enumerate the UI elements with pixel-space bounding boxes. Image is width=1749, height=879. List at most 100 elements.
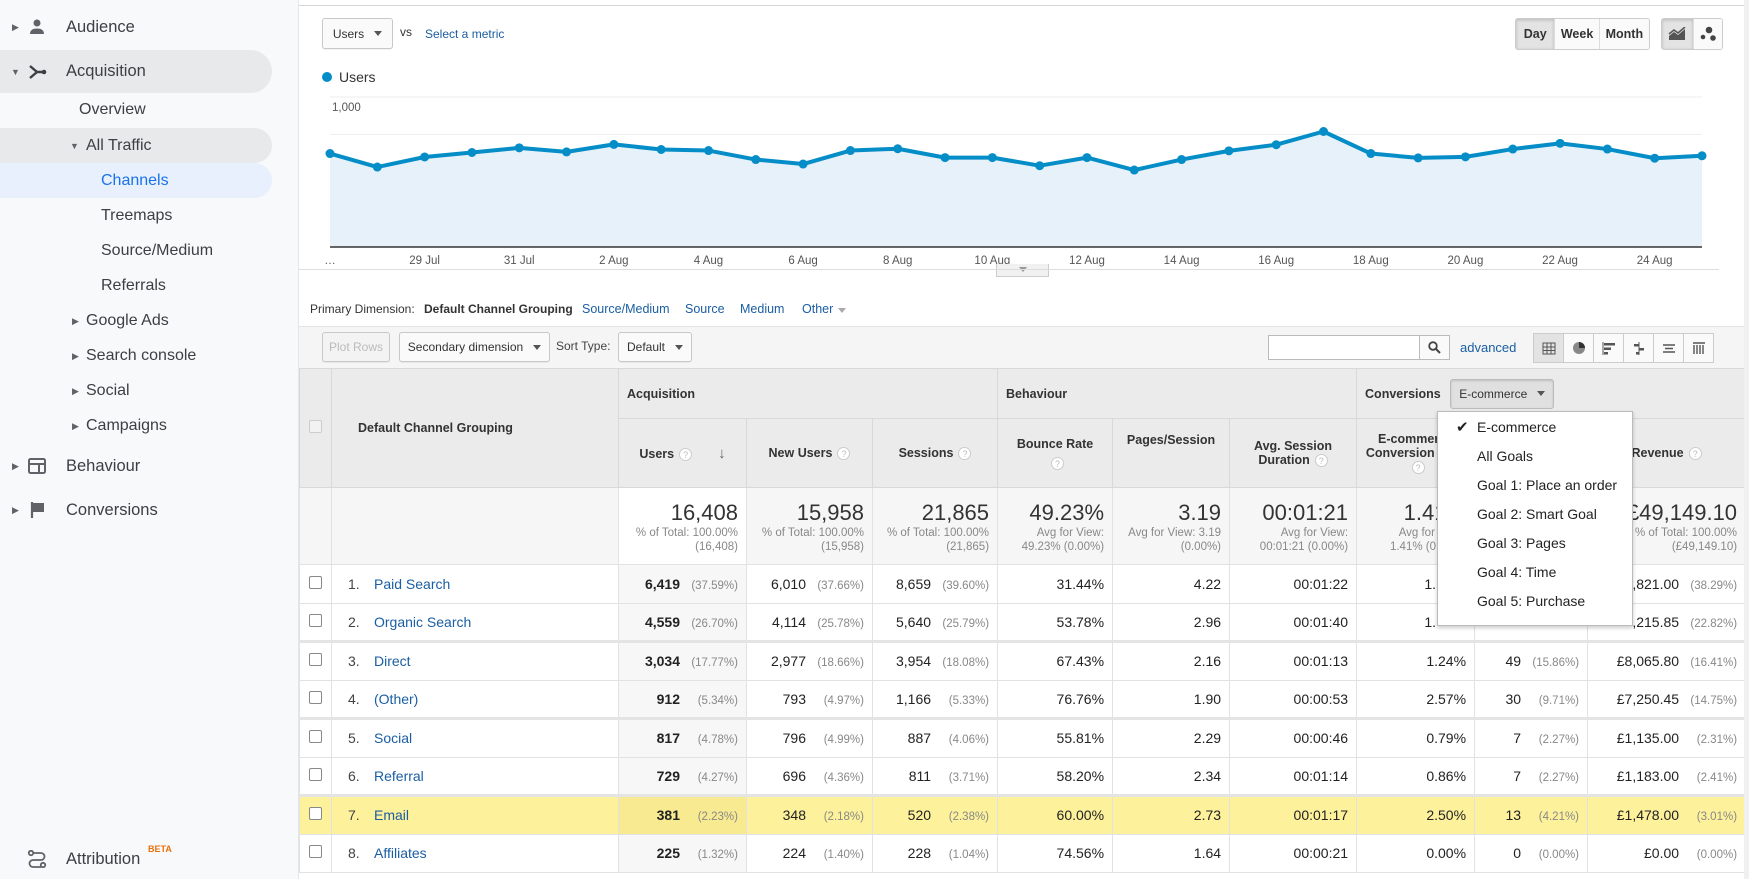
nav-acquisition[interactable]: ▼ Acquisition [0,50,272,93]
row-checkbox[interactable] [309,807,322,821]
motion-chart-button[interactable] [1692,19,1722,49]
nav-social[interactable]: ▶ Social [0,372,272,410]
expand-arrow-icon: ▶ [72,385,79,396]
row-checkbox[interactable] [309,575,322,589]
behaviour-group-header: Behaviour [997,368,1358,419]
data-point [893,144,903,154]
new-percent: (18.66%) [817,657,864,670]
nav-source-medium[interactable]: Source/Medium [101,242,214,259]
nav-behaviour[interactable]: ▶ Behaviour [0,447,272,485]
nav-channels[interactable]: Channels [0,163,272,198]
nav-all-traffic[interactable]: ▼ All Traffic [0,128,272,163]
pivot-view-button[interactable] [1683,334,1713,362]
select-all-checkbox[interactable] [309,420,322,433]
channel-link[interactable]: Affiliates [374,845,427,862]
dimension-header[interactable]: Default Channel Grouping [331,368,619,488]
channel-link[interactable]: Email [374,807,410,824]
nav-attribution[interactable]: Attribution BETA [0,840,272,878]
pages-session-header[interactable]: Pages/Session [1112,418,1231,488]
channel-cell: 8. Affiliates [331,833,619,873]
rev-percent: (22.82%) [1690,617,1738,630]
menu-item[interactable]: Goal 1: Place an order [1438,470,1632,499]
channel-link[interactable]: Referral [374,767,424,784]
rev-cell: £1,183.00 (2.41%) [1587,756,1747,797]
avg-duration-header[interactable]: Avg. Session Duration [1229,418,1358,488]
channel-link[interactable]: Paid Search [374,575,451,592]
help-icon[interactable] [1411,461,1425,475]
acquisition-icon [29,64,47,79]
line-chart-button[interactable] [1662,19,1693,49]
row-checkbox[interactable] [309,767,322,781]
nav-conversions[interactable]: ▶ Conversions [0,491,272,529]
week-button[interactable]: Week [1554,19,1599,49]
row-checkbox[interactable] [309,730,322,744]
users-header[interactable]: Users ↓ [618,418,747,488]
nav-audience[interactable]: ▶ Audience [0,8,272,46]
rev-percent: (16.41%) [1690,657,1738,670]
menu-item[interactable]: Goal 4: Time [1438,557,1632,586]
row-checkbox[interactable] [309,613,322,627]
sessions-percent: (2.38%) [948,811,990,824]
plot-rows-button[interactable]: Plot Rows [322,332,390,362]
channel-link[interactable]: (Other) [374,690,419,707]
nav-google-ads[interactable]: ▶ Google Ads [0,302,272,340]
nav-overview[interactable]: Overview [79,101,146,118]
channel-link[interactable]: Organic Search [374,613,472,630]
sort-type-select[interactable]: Default [618,332,692,362]
menu-item[interactable]: Goal 5: Purchase [1438,586,1632,615]
dimension-medium[interactable]: Medium [740,302,785,316]
select-metric-link[interactable]: Select a metric [425,27,505,41]
help-icon[interactable] [837,447,851,461]
nav-search-console[interactable]: ▶ Search console [0,337,272,375]
term-cloud-view-button[interactable] [1653,334,1683,362]
comparison-view-button[interactable] [1623,334,1653,362]
secondary-dimension-select[interactable]: Secondary dimension [399,332,550,362]
search-button[interactable] [1420,335,1450,360]
nav-referrals[interactable]: Referrals [101,277,166,294]
metric-select[interactable]: Users [322,18,393,49]
channel-link[interactable]: Social [374,730,413,747]
new-percent: (4.97%) [823,694,864,707]
data-table-view-button[interactable] [1533,334,1563,362]
new-users-header[interactable]: New Users [746,418,873,488]
menu-item[interactable]: Goal 3: Pages [1438,528,1632,557]
channel-link[interactable]: Direct [374,653,411,670]
pages-value: 2.16 [1193,653,1222,670]
new-cell: 6,010 (37.66%) [746,564,873,604]
performance-view-button[interactable] [1593,334,1623,362]
nav-treemaps[interactable]: Treemaps [101,207,173,224]
help-icon[interactable] [1688,447,1702,461]
sessions-header[interactable]: Sessions [871,418,999,488]
dimension-source[interactable]: Source [685,302,725,316]
percentage-view-button[interactable] [1563,334,1593,362]
conversions-select[interactable]: E-commerce [1450,378,1555,409]
help-icon[interactable] [679,447,693,461]
nav-campaigns[interactable]: ▶ Campaigns [0,407,272,445]
day-button[interactable]: Day [1516,19,1555,49]
help-icon[interactable] [958,447,972,461]
dimension-other[interactable]: Other [802,302,847,316]
data-point [467,148,477,157]
menu-item[interactable]: Goal 2: Smart Goal [1438,499,1632,528]
rev-value: ,821.00 [1632,575,1680,592]
expand-arrow-icon: ▶ [12,504,19,515]
advanced-filter-link[interactable]: advanced [1460,340,1517,355]
rev-value: £7,250.45 [1616,690,1680,707]
month-button[interactable]: Month [1598,19,1649,49]
menu-item[interactable]: All Goals [1438,441,1632,470]
scrollbar[interactable] [1744,0,1749,879]
chart-collapse-handle[interactable] [996,264,1049,277]
bounce-rate-header[interactable]: Bounce Rate [997,418,1114,488]
total-value: 3.19 [1178,500,1222,525]
table-search-input[interactable] [1268,335,1420,360]
behaviour-icon [28,458,46,474]
row-checkbox[interactable] [309,845,322,859]
bounce-cell: 55.81% [997,718,1114,758]
help-icon[interactable] [1051,456,1065,470]
total-sub: % of Total: 100.00% (16,408) [635,527,738,553]
dimension-source-medium[interactable]: Source/Medium [582,302,670,316]
row-checkbox[interactable] [309,653,322,667]
help-icon[interactable] [1314,454,1328,468]
menu-item[interactable]: ✔ E-commerce [1438,412,1632,441]
row-checkbox[interactable] [309,690,322,704]
